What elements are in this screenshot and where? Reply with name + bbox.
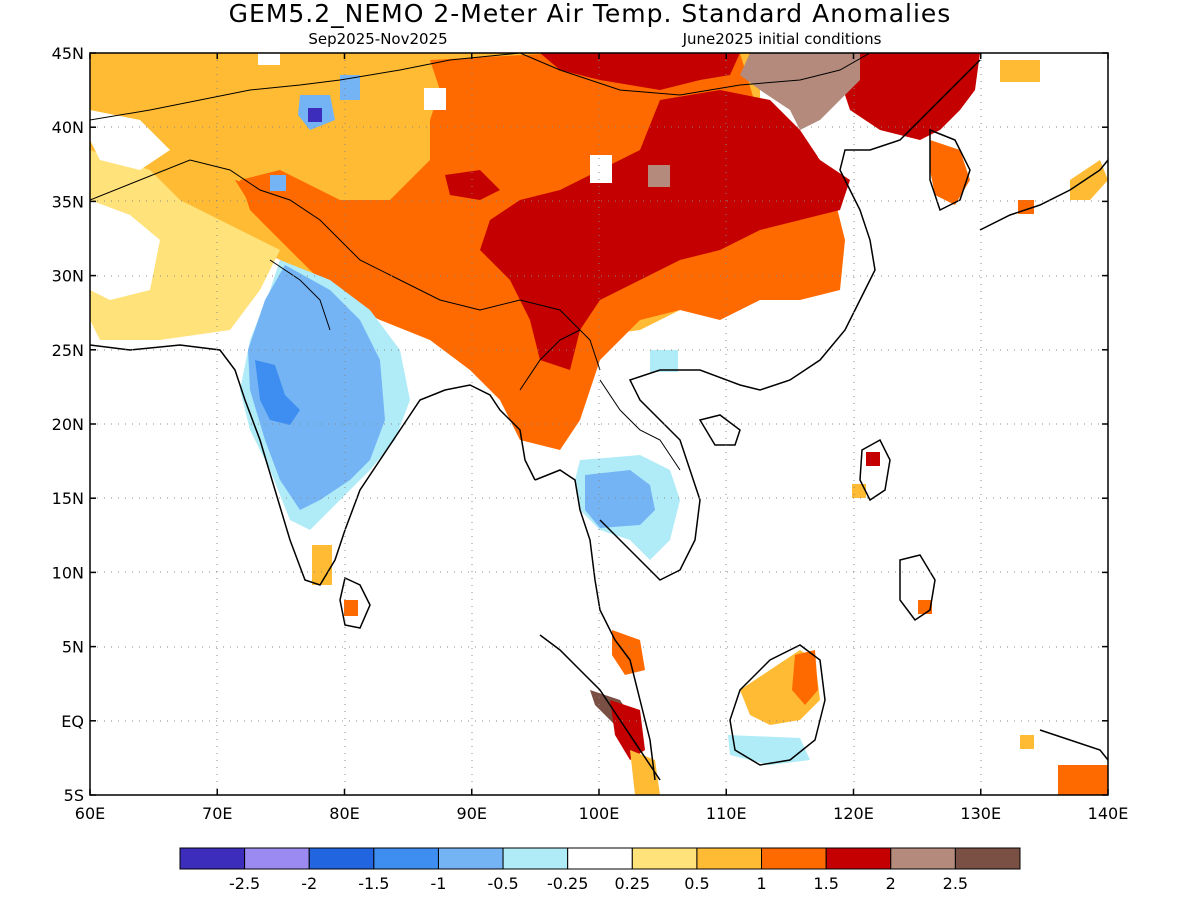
- lat-tick-label: 5S: [64, 786, 84, 805]
- anomaly-shade-1.5-northeast: [840, 53, 980, 140]
- mask-white-3: [818, 128, 846, 158]
- colorbar-swatch: [890, 847, 956, 870]
- anomaly-shade-luzon-spot: [852, 484, 866, 498]
- anomaly-shade-1.0-himalaya: [235, 180, 440, 320]
- lat-tick-label: 15N: [52, 489, 84, 508]
- colorbar-label: 1: [756, 874, 766, 893]
- anomaly-shade-neg1-india: [255, 360, 300, 425]
- colorbar-label: -0.5: [487, 874, 518, 893]
- colorbar-swatch: [502, 847, 569, 870]
- anomaly-shade-neutral-west: [90, 200, 160, 300]
- colorbar-label: 0.25: [614, 874, 650, 893]
- anomaly-shade-1.5-tibet: [445, 170, 500, 200]
- lon-tick-label: 70E: [202, 804, 232, 823]
- lon-tick-label: 120E: [833, 804, 874, 823]
- coastlines: [90, 59, 1108, 781]
- colorbar-swatch: [954, 847, 1021, 870]
- anomaly-shade-neg0.25-yunnan: [650, 350, 678, 372]
- figure-title: GEM5.2_NEMO 2-Meter Air Temp. Standard A…: [229, 0, 952, 28]
- anomaly-shade-neg2-mongolia: [308, 108, 322, 122]
- lat-tick-label: EQ: [61, 712, 84, 731]
- lon-tick-label: 80E: [329, 804, 359, 823]
- colorbar-swatch: [631, 847, 698, 870]
- anomaly-shade-neg0.5-indochina: [585, 470, 655, 528]
- latitude-axis: 45N 40N 35N 30N 25N 20N 15N 10N 5N EQ 5S: [52, 44, 1108, 805]
- colorbar-label: -2: [301, 874, 317, 893]
- anomaly-shade-india-south: [312, 545, 332, 585]
- anomaly-shade-sakhalin: [1000, 60, 1040, 82]
- lat-tick-label: 10N: [52, 563, 84, 582]
- colorbar-label: -0.25: [547, 874, 588, 893]
- colorbar-swatch: [567, 847, 633, 870]
- colorbar-swatch: [244, 847, 310, 870]
- colorbar-label: 2: [886, 874, 896, 893]
- mask-white-2: [590, 155, 612, 183]
- anomaly-shade-luzon: [866, 452, 880, 466]
- anomaly-shade-1.5-north: [540, 53, 740, 90]
- anomaly-shade-1.5-central: [480, 90, 850, 370]
- anomaly-shade-1.0-borneo: [792, 650, 818, 705]
- lat-tick-label: 20N: [52, 415, 84, 434]
- anomaly-shade-png: [1058, 765, 1108, 795]
- colorbar-swatch: [437, 847, 504, 870]
- colorbar-label: -2.5: [229, 874, 260, 893]
- colorbar-label: 1.5: [813, 874, 838, 893]
- lat-tick-label: 40N: [52, 118, 84, 137]
- lon-tick-label: 60E: [75, 804, 105, 823]
- anomaly-shade-neutral-nw: [90, 110, 170, 170]
- mask-white-1: [424, 88, 446, 110]
- lon-tick-label: 110E: [706, 804, 747, 823]
- colorbar-label: 0.5: [684, 874, 709, 893]
- lon-tick-label: 140E: [1088, 804, 1129, 823]
- colorbar-swatch: [179, 847, 246, 870]
- lon-tick-label: 100E: [579, 804, 620, 823]
- colorbar-swatch: [761, 847, 827, 870]
- lat-tick-label: 45N: [52, 44, 84, 63]
- colorbar-swatch: [696, 847, 763, 870]
- anomaly-shade-1.0-sumatra: [612, 630, 645, 675]
- lat-tick-label: 35N: [52, 192, 84, 211]
- anomaly-shade-2.0-patch: [648, 165, 670, 187]
- lon-tick-label: 90E: [457, 804, 487, 823]
- colorbar-label: 2.5: [943, 874, 968, 893]
- anomaly-shade-korea: [930, 140, 970, 205]
- colorbar-swatch: [825, 847, 892, 870]
- gridlines: [90, 53, 1108, 795]
- colorbar: -2.5 -2 -1.5 -1 -0.5 -0.25 0.25 0.5 1 1.5 2 2.5: [179, 847, 1021, 893]
- colorbar-label: -1: [430, 874, 446, 893]
- lat-tick-label: 5N: [62, 638, 84, 657]
- lat-tick-label: 30N: [52, 267, 84, 286]
- anomaly-map: [90, 53, 1108, 795]
- mask-white-4: [258, 53, 280, 65]
- subtitle-initial-conditions: June2025 initial conditions: [682, 30, 882, 48]
- anomaly-shade-neg-pamir: [270, 175, 286, 191]
- anomaly-shade-srilanka: [344, 600, 358, 616]
- political-borders: [90, 53, 871, 471]
- colorbar-swatch: [373, 847, 439, 870]
- lat-tick-label: 25N: [52, 341, 84, 360]
- longitude-axis: 60E 70E 80E 90E 100E 110E 120E 130E 140E: [75, 53, 1129, 823]
- colorbar-swatch: [308, 847, 375, 870]
- anomaly-shade-neg0.5-india: [248, 265, 385, 510]
- colorbar-label: -1.5: [358, 874, 389, 893]
- anomaly-shade-newguinea: [1020, 735, 1034, 749]
- subtitle-period: Sep2025-Nov2025: [308, 30, 447, 48]
- anomaly-shade-japan: [1070, 160, 1108, 200]
- lon-tick-label: 130E: [960, 804, 1001, 823]
